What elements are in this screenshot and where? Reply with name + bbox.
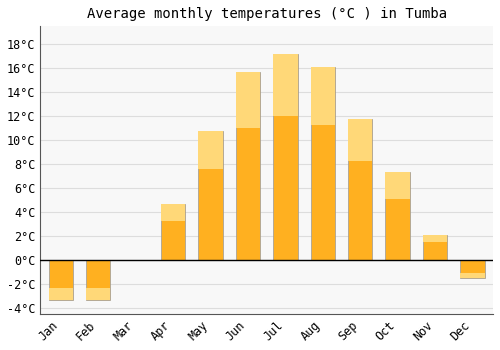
Bar [423,235,447,242]
Bar [198,131,222,169]
Bar [386,173,410,199]
Bar [423,235,447,260]
Bar [86,288,110,300]
Bar [236,72,260,260]
Bar [48,288,73,300]
Bar [310,67,335,260]
Bar [273,54,297,260]
Bar [48,260,73,300]
Title: Average monthly temperatures (°C ) in Tumba: Average monthly temperatures (°C ) in Tu… [86,7,446,21]
Bar [161,204,186,220]
Bar [460,273,484,278]
Bar [198,131,222,260]
Bar [86,260,110,300]
Bar [460,260,484,278]
Bar [348,119,372,161]
Bar [161,204,186,260]
Bar [348,119,372,260]
Bar [386,173,410,260]
Bar [236,72,260,128]
Bar [273,54,297,116]
Bar [310,67,335,125]
